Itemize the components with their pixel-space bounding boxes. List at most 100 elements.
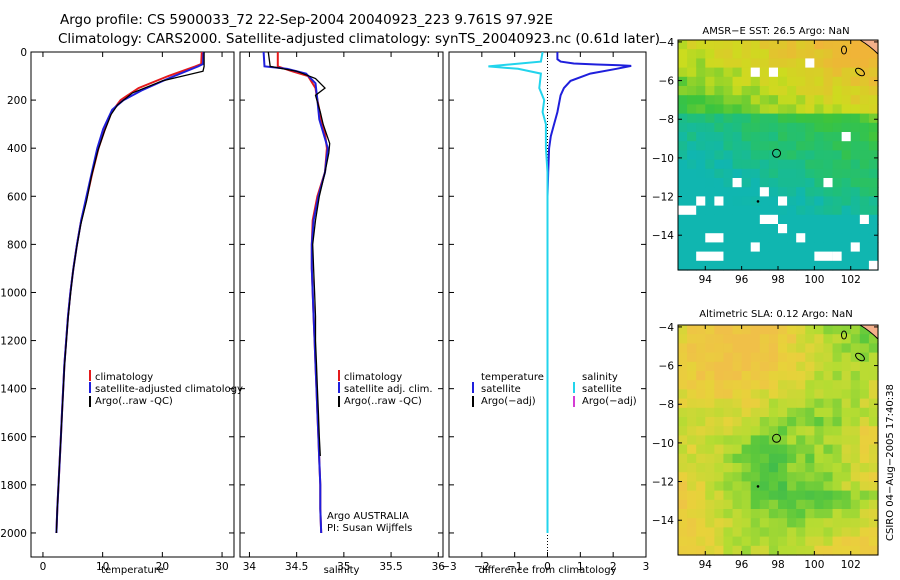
map-cell: [705, 527, 715, 538]
map-cell: [796, 490, 806, 501]
map-cell: [823, 224, 834, 234]
map-cell: [741, 168, 752, 179]
map-cell: [678, 178, 688, 188]
map-cell: [823, 463, 834, 473]
y-tick-label: 200: [7, 95, 27, 107]
map-cell: [859, 122, 870, 133]
map-cell: [687, 407, 697, 418]
map-cell: [705, 518, 715, 528]
map-cell: [759, 113, 770, 124]
map-cell: [741, 343, 752, 354]
map-cell: [832, 444, 843, 455]
map-x-tick-label: 100: [804, 274, 824, 286]
map-cell: [823, 76, 834, 87]
x-tick-label: −3: [441, 561, 456, 573]
map-cell: [796, 260, 806, 271]
map-cell: [687, 40, 697, 50]
legend-label-satellite: satellite-adjusted climatology: [95, 384, 243, 395]
map-cell: [832, 260, 843, 271]
map-cell: [832, 518, 843, 528]
map-cell: [850, 187, 861, 197]
map-cell: [823, 150, 834, 161]
map-cell: [832, 178, 843, 188]
map-cell: [850, 325, 861, 335]
map-cell: [732, 361, 743, 372]
map-cell: [705, 361, 715, 372]
map-cell: [823, 426, 834, 436]
map-cell: [778, 168, 788, 179]
x-tick-label: 0: [544, 561, 551, 573]
map-cell: [705, 86, 715, 96]
map-cell: [814, 122, 825, 133]
map-cell: [696, 187, 706, 197]
map-cell: [750, 371, 761, 381]
island-outline: [855, 352, 865, 362]
map-cell: [678, 380, 688, 390]
map-cell: [814, 453, 825, 464]
map-cell: [859, 224, 870, 234]
map-cell: [850, 417, 861, 427]
map-cell: [850, 444, 861, 455]
map-cell: [778, 104, 788, 115]
map-cell: [678, 168, 688, 179]
map-cell: [841, 463, 852, 473]
y-tick-label: 1600: [0, 432, 27, 444]
map-cell: [868, 389, 879, 400]
map-cell: [750, 426, 761, 436]
map-cell: [696, 481, 706, 492]
map-cell: [750, 214, 761, 225]
map-cell: [750, 398, 761, 409]
map-cell: [823, 536, 834, 547]
map-cell: [805, 178, 815, 188]
map-cell: [841, 527, 852, 538]
map-cell: [696, 205, 706, 216]
map-cell: [687, 159, 697, 170]
x-tick-label: 0: [40, 561, 47, 573]
map-cell: [741, 463, 752, 473]
map-cell: [678, 518, 688, 528]
map-cell: [805, 233, 815, 243]
map-cell: [814, 168, 825, 179]
map-cell: [823, 490, 834, 501]
map-cell: [841, 168, 852, 179]
map-cell: [768, 453, 779, 464]
map-cell: [750, 435, 761, 446]
y-tick-label: 400: [7, 143, 27, 155]
map-cell: [741, 141, 752, 151]
map-cell: [750, 251, 761, 262]
map-cell: [814, 435, 825, 446]
map-cell: [841, 352, 852, 363]
map-cell: [696, 325, 706, 335]
map-cell: [778, 435, 788, 446]
map-cell: [796, 536, 806, 547]
map-cell: [796, 361, 806, 372]
map-x-tick-label: 102: [841, 274, 861, 286]
salinity-panel: 34 34.5 35 35.5 36 salinity: [240, 51, 445, 576]
map-cell: [868, 122, 879, 133]
map-cell: [841, 545, 852, 556]
map-cell: [787, 233, 797, 243]
map-cell: [714, 352, 725, 363]
map-cell: [732, 159, 743, 170]
map-cell: [805, 536, 815, 547]
map-cell: [796, 67, 806, 78]
map-cell: [814, 371, 825, 381]
map-cell: [714, 178, 725, 188]
map-cell: [732, 104, 743, 115]
map-cell: [678, 389, 688, 400]
map-cell: [832, 58, 843, 69]
map-cell: [741, 104, 752, 115]
map-cell: [823, 453, 834, 464]
map-cell: [687, 95, 697, 105]
map-cell: [714, 49, 725, 59]
map-cell: [850, 407, 861, 418]
map-x-tick-label: 94: [699, 274, 713, 286]
map-cell: [814, 407, 825, 418]
map-cell: [805, 361, 815, 372]
map-cell: [723, 187, 734, 197]
map-cell: [868, 407, 879, 418]
map-cell: [823, 104, 834, 115]
no-data-cell: [778, 196, 788, 206]
map-cell: [868, 95, 879, 105]
map-cell: [796, 343, 806, 354]
